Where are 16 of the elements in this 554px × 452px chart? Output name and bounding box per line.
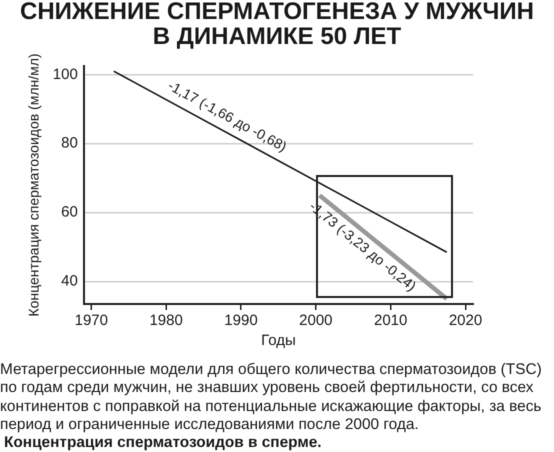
y-tick-label: 80 (61, 134, 78, 152)
x-tick-label: 2000 (299, 312, 333, 330)
text: -1,17 (-1,66 до -0,68) (166, 77, 290, 155)
text: Концентрация сперматозоидов в сперме. (3, 434, 323, 452)
x-axis-title: Годы (261, 332, 296, 350)
x-tick-label: 1970 (74, 312, 108, 330)
y-tick-label: 100 (52, 66, 78, 83)
x-tick-label: 2020 (448, 312, 482, 330)
y-tick-label: 60 (61, 204, 78, 221)
chart-title: СНИЖЕНИЕ СПЕРМАТОГЕНЕЗА У МУЖЧИН В ДИНАМИКЕ 50 ЛЕТ (19, 0, 535, 50)
y-tick-label: 40 (61, 272, 78, 290)
x-tick-label: 1990 (224, 312, 258, 330)
y-axis-title: Концентрация сперматозоидов (млн/мл) (25, 53, 42, 317)
x-tick-label: 2010 (374, 312, 408, 330)
text: Метарегрессионные модели для общего количества сперматозоидов (TSC) по годам среди мужчин, не знавших уровень своей фертильности, со всех континентов с поправкой на потенциальные искажающие факторы, за весь период и ограниченные исследованиями после 2000 года. (0, 361, 543, 434)
x-tick-label: 1980 (149, 312, 183, 330)
